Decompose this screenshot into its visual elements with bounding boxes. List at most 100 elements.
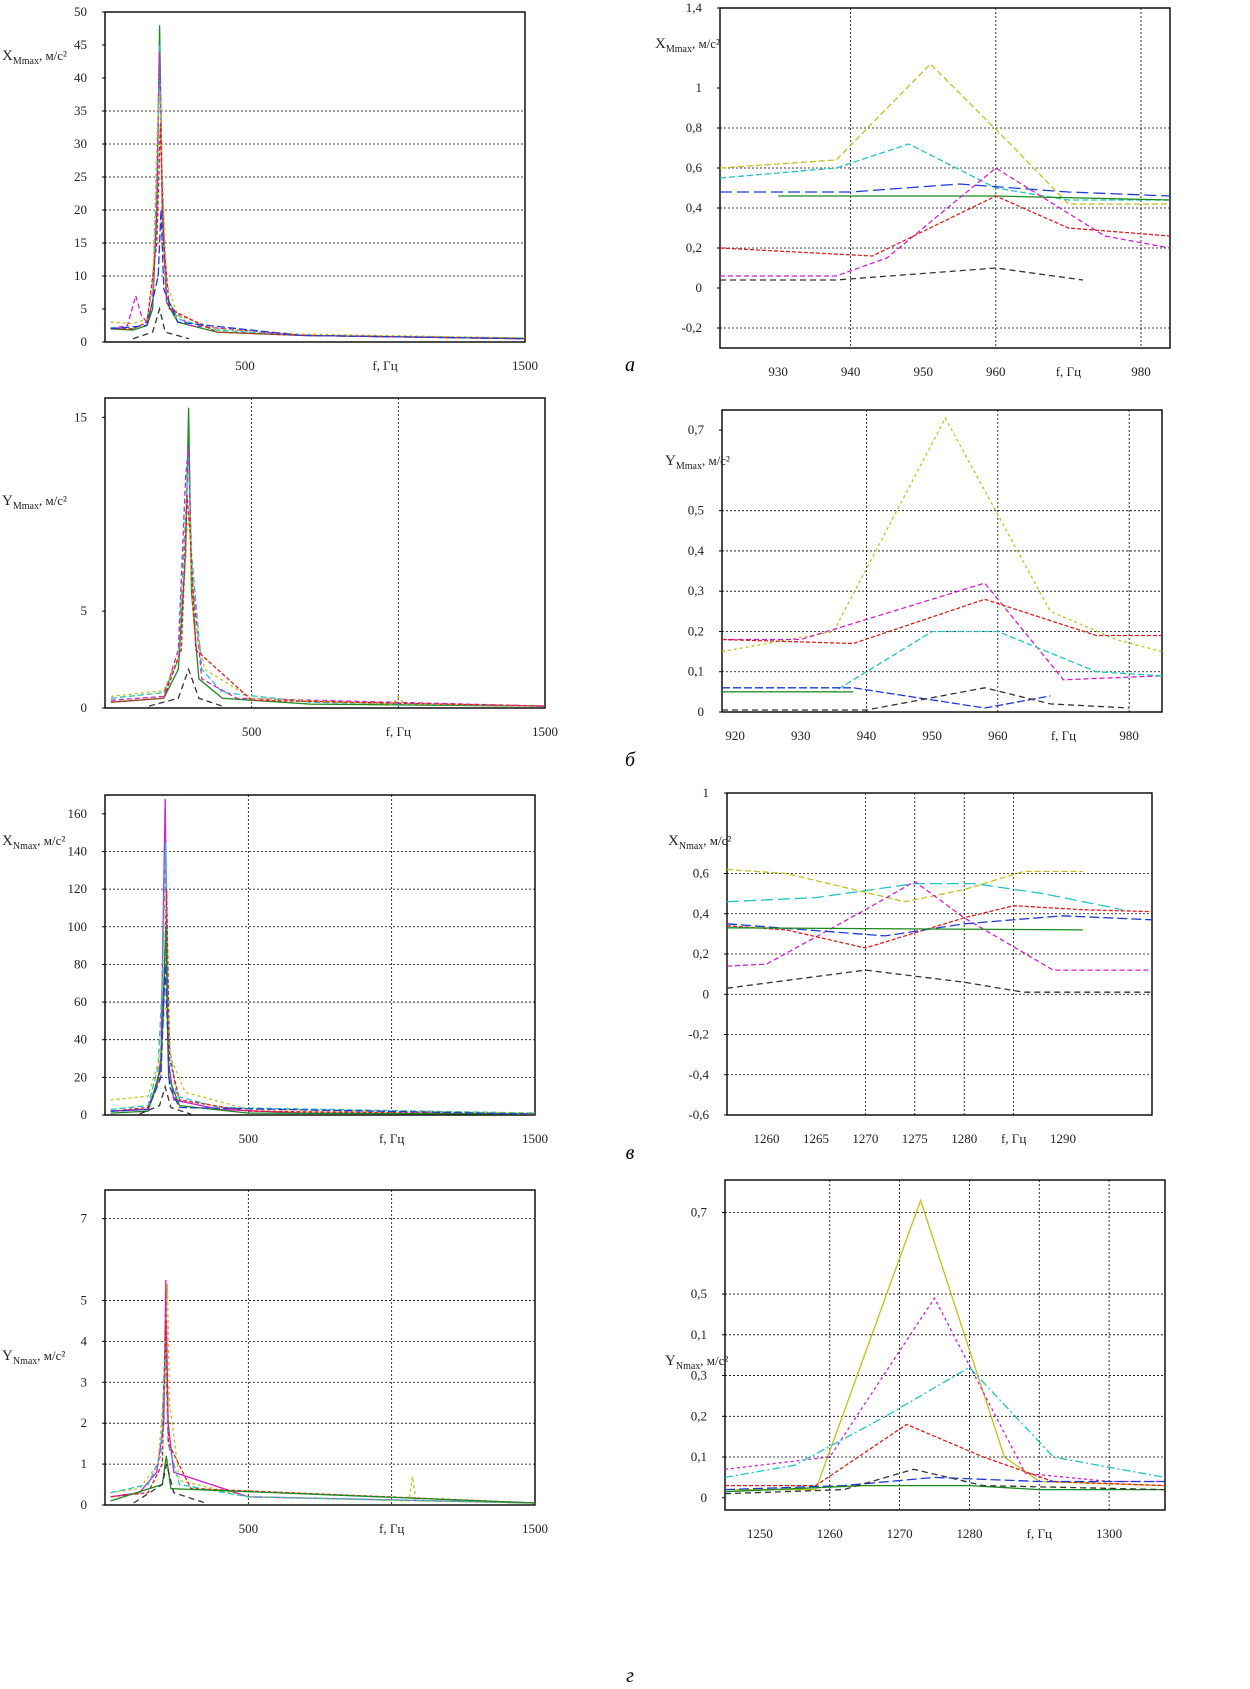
y-tick-label: 7 — [81, 1211, 88, 1226]
y-axis-label-sub: Nmax — [13, 841, 37, 852]
plot-frame — [721, 409, 1163, 713]
x-tick-label: 930 — [791, 728, 811, 743]
y-tick-label: 0 — [81, 1107, 88, 1122]
series-line-cyan — [110, 842, 535, 1114]
series-line-cyan — [722, 630, 1162, 693]
y-tick-label: 0,4 — [693, 906, 710, 921]
y-tick-label: 45 — [74, 37, 87, 52]
x-tick-label: 980 — [1119, 728, 1139, 743]
y-tick-label: 60 — [74, 994, 87, 1009]
y-tick-label: 0,2 — [688, 623, 704, 638]
plot-frame — [104, 1189, 536, 1506]
x-tick-label: 1280 — [951, 1131, 977, 1146]
series-line-cyan — [110, 1341, 535, 1504]
series-line-green — [110, 25, 525, 340]
series-line-black — [720, 267, 1083, 281]
panel-letter: г — [626, 1665, 634, 1687]
y-tick-label: 120 — [68, 881, 88, 896]
series-line-red — [110, 1320, 535, 1504]
x-tick-label: f, Гц — [386, 724, 411, 739]
y-tick-label: 20 — [74, 1069, 87, 1084]
series-line-red — [110, 124, 525, 340]
x-tick-label: 1500 — [522, 1521, 548, 1536]
x-tick-label: 960 — [988, 728, 1008, 743]
chart-panel-6: -0,6 -0,4 -0,2 0 0,2 0,4 0,6 1 1260 1265 1270 1275 1… — [668, 785, 1153, 1146]
x-tick-label: 500 — [235, 358, 255, 373]
y-axis-label-main: X — [668, 833, 679, 849]
y-axis-label-unit: , м/с² — [39, 493, 67, 508]
y-tick-label: 0,2 — [691, 1408, 707, 1423]
x-tick-label: 980 — [1131, 364, 1151, 379]
series-line-blue — [720, 183, 1170, 197]
y-tick-label: 0,3 — [688, 583, 704, 598]
x-tick-label: 950 — [913, 364, 933, 379]
y-tick-label: -0,6 — [688, 1107, 709, 1122]
x-tick-label: f, Гц — [1051, 728, 1076, 743]
y-axis-label-sub: Mmax — [13, 56, 39, 67]
y-axis-label-main: X — [655, 36, 666, 52]
y-tick-label: 0 — [81, 1497, 88, 1512]
series-line-cyan — [110, 456, 545, 707]
y-axis-label: XNmax, м/с² — [2, 833, 65, 852]
series-line-black — [722, 687, 1130, 711]
y-axis-label: XMmax, м/с² — [2, 48, 67, 67]
y-tick-label: 0,1 — [691, 1327, 707, 1342]
y-tick-label: 2 — [81, 1415, 88, 1430]
y-tick-label: 3 — [81, 1374, 88, 1389]
series-line-green — [725, 1484, 1165, 1493]
x-tick-label: 1260 — [754, 1131, 780, 1146]
x-tick-label: 940 — [841, 364, 861, 379]
y-tick-label: 0,7 — [691, 1205, 708, 1220]
x-tick-label: 1300 — [1096, 1526, 1122, 1541]
series-line-black — [133, 1463, 206, 1504]
y-tick-label: 0,6 — [686, 160, 703, 175]
x-tick-label: 940 — [857, 728, 877, 743]
y-tick-label: 0,7 — [688, 422, 705, 437]
y-axis-label-unit: , м/с² — [703, 833, 731, 848]
x-tick-label: 1290 — [1050, 1131, 1076, 1146]
series-line-magenta — [725, 1296, 1165, 1483]
y-tick-label: 0,2 — [686, 240, 702, 255]
y-tick-label: 15 — [74, 235, 87, 250]
x-tick-label: 1265 — [803, 1131, 829, 1146]
x-tick-label: f, Гц — [1001, 1131, 1026, 1146]
y-tick-label: 0 — [81, 334, 88, 349]
y-axis-label-sub: Nmax — [676, 1361, 700, 1372]
series-line-black — [727, 969, 1152, 993]
series-line-cyan — [110, 44, 525, 339]
series-line-green — [110, 926, 535, 1115]
y-axis-label: YNmax, м/с² — [665, 1353, 728, 1372]
y-tick-label: 40 — [74, 70, 87, 85]
y-tick-label: 0,4 — [688, 543, 705, 558]
x-tick-label: f, Гц — [372, 358, 397, 373]
y-tick-label: -0,2 — [681, 320, 702, 335]
y-tick-label: 100 — [68, 919, 88, 934]
series-line-red — [722, 598, 1162, 645]
series-line-yellow — [725, 1198, 1165, 1491]
series-line-yellow — [110, 1284, 535, 1504]
series-line-magenta — [727, 880, 1152, 971]
y-tick-label: -0,4 — [688, 1067, 709, 1082]
y-axis-label-sub: Mmax — [13, 501, 39, 512]
y-tick-label: 80 — [74, 956, 87, 971]
series-line-cyan — [725, 1366, 1165, 1479]
x-tick-label: f, Гц — [1056, 364, 1081, 379]
x-tick-label: 960 — [986, 364, 1006, 379]
y-axis-label-unit: , м/с² — [700, 1353, 728, 1368]
y-axis-label-main: X — [2, 833, 13, 849]
series-line-yellow — [722, 416, 1162, 653]
y-axis-label-main: X — [2, 48, 13, 64]
series-line-green — [110, 1455, 535, 1504]
y-axis-label-unit: , м/с² — [37, 833, 65, 848]
y-tick-label: 0 — [698, 704, 705, 719]
y-axis-label: YNmax, м/с² — [2, 1348, 65, 1367]
y-tick-label: 1,4 — [686, 0, 703, 15]
y-tick-label: 10 — [74, 268, 87, 283]
chart-panel-2: -0,2 0 0,2 0,4 0,6 0,8 1 1,4 930 940 950 960 f, Гц 98… — [655, 0, 1171, 379]
y-tick-label: 35 — [74, 103, 87, 118]
series-line-magenta — [722, 582, 1162, 681]
y-tick-label: 0,6 — [693, 866, 710, 881]
x-tick-label: f, Гц — [1027, 1526, 1052, 1541]
plot-frame — [719, 7, 1171, 349]
